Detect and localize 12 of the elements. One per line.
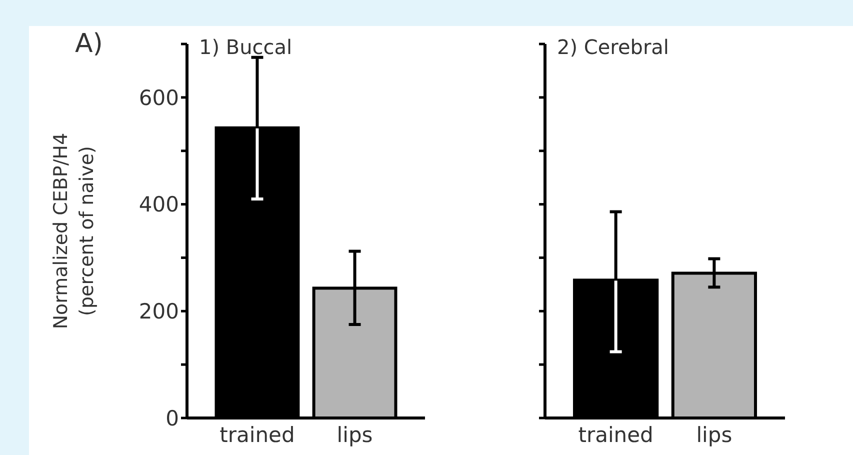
y-tick-label: 400: [138, 192, 179, 217]
x-tick-label: lips: [336, 423, 373, 447]
y-tick-label: 200: [138, 299, 179, 324]
x-tick-label: trained: [578, 423, 654, 447]
y-tick-label: 0: [166, 406, 179, 430]
x-tick-label: trained: [220, 423, 295, 447]
text: A): [75, 29, 103, 59]
y-axis-title: Normalized CEBP/H4 (percent of naive): [50, 132, 98, 330]
chart-title: 1) Buccal: [199, 35, 292, 59]
chart-title: 2) Cerebral: [557, 35, 669, 59]
x-tick-label: lips: [696, 423, 732, 447]
y-tick-label: 600: [138, 86, 179, 110]
